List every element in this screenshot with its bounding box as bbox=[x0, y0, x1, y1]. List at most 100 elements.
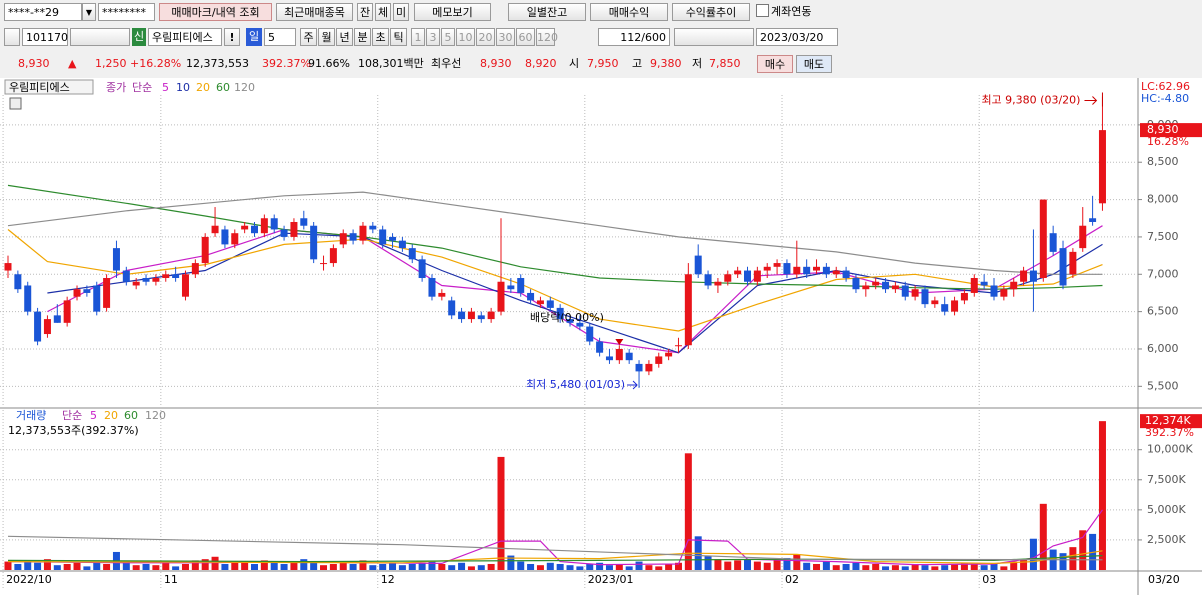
period-option[interactable]: 분 bbox=[354, 28, 371, 46]
candle-body bbox=[951, 300, 959, 312]
period-option[interactable]: 1 bbox=[411, 28, 425, 46]
last-pct: 16.28% bbox=[1147, 135, 1189, 148]
button[interactable]: 수익률추이 bbox=[672, 3, 750, 21]
candle-body bbox=[181, 274, 189, 297]
volume-bar bbox=[389, 562, 397, 570]
button[interactable]: 매매수익 bbox=[590, 3, 668, 21]
candle-body bbox=[507, 285, 515, 290]
volume-bar bbox=[63, 563, 71, 570]
button[interactable]: 체 bbox=[375, 3, 391, 21]
button[interactable]: 일별잔고 bbox=[508, 3, 586, 21]
period-option[interactable]: 30 bbox=[496, 28, 515, 46]
period-option[interactable]: 주 bbox=[300, 28, 317, 46]
volume-ratio: 392.37% bbox=[262, 57, 311, 70]
chart: 우림피티에스 종가 단순 거래량 단순 12,373,553주(392.37%)… bbox=[0, 78, 1202, 595]
ma-type: 단순 bbox=[62, 409, 82, 422]
volume-bar bbox=[891, 565, 899, 570]
candle-body bbox=[93, 285, 101, 312]
volume-bar bbox=[201, 559, 209, 570]
period-option[interactable]: 20 bbox=[476, 28, 495, 46]
candle-body bbox=[753, 270, 761, 282]
volume-bar bbox=[586, 563, 594, 570]
volume-bar bbox=[103, 563, 111, 570]
volume-bar bbox=[970, 563, 978, 570]
button[interactable]: 메모보기 bbox=[414, 3, 491, 21]
account-input[interactable]: ****-**29 bbox=[4, 3, 82, 21]
period-button[interactable]: 일 bbox=[246, 28, 262, 46]
period-option[interactable]: 60 bbox=[516, 28, 535, 46]
date-input[interactable]: 2023/03/20 bbox=[756, 28, 838, 46]
checkbox-label: 계좌연동 bbox=[771, 5, 812, 18]
candle-body bbox=[280, 229, 288, 237]
candle-body bbox=[408, 248, 416, 260]
x-tick-label: 02 bbox=[785, 573, 799, 586]
y-tick-label: 2,500K bbox=[1147, 533, 1186, 546]
legend-entry: 120 bbox=[234, 81, 255, 94]
candle-body bbox=[803, 266, 811, 275]
candle-body bbox=[63, 300, 71, 323]
period-option[interactable]: 10 bbox=[456, 28, 475, 46]
volume-bar bbox=[132, 565, 140, 570]
alert-button[interactable]: ! bbox=[224, 28, 240, 46]
grid-icon[interactable] bbox=[9, 97, 22, 110]
volume: 12,373,553 bbox=[186, 57, 249, 70]
volume-bar bbox=[231, 562, 239, 570]
tools[interactable] bbox=[674, 28, 754, 46]
volume-bar bbox=[329, 563, 337, 570]
button[interactable]: 최근매매종목 bbox=[276, 3, 353, 21]
period-option[interactable]: 틱 bbox=[390, 28, 407, 46]
volume-bar bbox=[43, 559, 51, 570]
last-volume-box bbox=[1140, 414, 1202, 429]
candle-body bbox=[260, 218, 268, 234]
buy-button[interactable]: 매수 bbox=[757, 55, 793, 73]
x-tick-label: 11 bbox=[164, 573, 178, 586]
icon[interactable] bbox=[4, 28, 20, 46]
candle-body bbox=[1029, 270, 1037, 282]
candle-body bbox=[990, 285, 998, 297]
annotation-arrow bbox=[627, 380, 638, 390]
period-option[interactable]: 3 bbox=[426, 28, 440, 46]
period-n[interactable]: 5 bbox=[264, 28, 296, 46]
volume-bar bbox=[1079, 530, 1087, 570]
code-input[interactable]: 101170 bbox=[22, 28, 68, 46]
high: 9,380 bbox=[650, 57, 682, 70]
checkbox[interactable] bbox=[756, 4, 769, 17]
period-option[interactable]: 초 bbox=[372, 28, 389, 46]
button[interactable]: 미 bbox=[393, 3, 409, 21]
volume-bar bbox=[931, 566, 939, 570]
volume-bar bbox=[320, 565, 328, 570]
candle-body bbox=[970, 278, 978, 293]
volume-name: 거래량 bbox=[16, 409, 46, 422]
candle-body bbox=[122, 270, 130, 282]
button[interactable]: 매매마크/내역 조회 bbox=[159, 3, 272, 21]
period-option[interactable]: 120 bbox=[536, 28, 558, 46]
volume-bar bbox=[507, 555, 515, 570]
candle-body bbox=[211, 225, 219, 234]
candle-body bbox=[891, 285, 899, 290]
password-input[interactable]: ******** bbox=[98, 3, 155, 21]
period-option[interactable]: 월 bbox=[318, 28, 335, 46]
volume-bar bbox=[152, 565, 160, 570]
volume-bar bbox=[122, 562, 130, 570]
candle-body bbox=[763, 266, 771, 271]
sell-button[interactable]: 매도 bbox=[796, 55, 832, 73]
volume-bar bbox=[1059, 553, 1067, 570]
period-option[interactable]: 5 bbox=[441, 28, 455, 46]
candle-body bbox=[251, 225, 258, 234]
candle-body bbox=[704, 274, 712, 286]
volume-bar bbox=[162, 561, 170, 570]
tools[interactable] bbox=[70, 28, 130, 46]
dropdown[interactable]: ▼ bbox=[82, 3, 96, 21]
volume-bar bbox=[941, 565, 949, 570]
volume-bar bbox=[665, 563, 673, 570]
candle-body bbox=[329, 248, 337, 264]
volume-bar bbox=[724, 561, 732, 570]
y-tick-label: 5,000K bbox=[1147, 503, 1186, 516]
legend-entry: 5 bbox=[162, 81, 169, 94]
candle-body bbox=[773, 263, 781, 267]
volume-bar bbox=[517, 561, 525, 570]
volume-bar bbox=[14, 563, 22, 570]
period-option[interactable]: 년 bbox=[336, 28, 353, 46]
button[interactable]: 잔 bbox=[357, 3, 373, 21]
